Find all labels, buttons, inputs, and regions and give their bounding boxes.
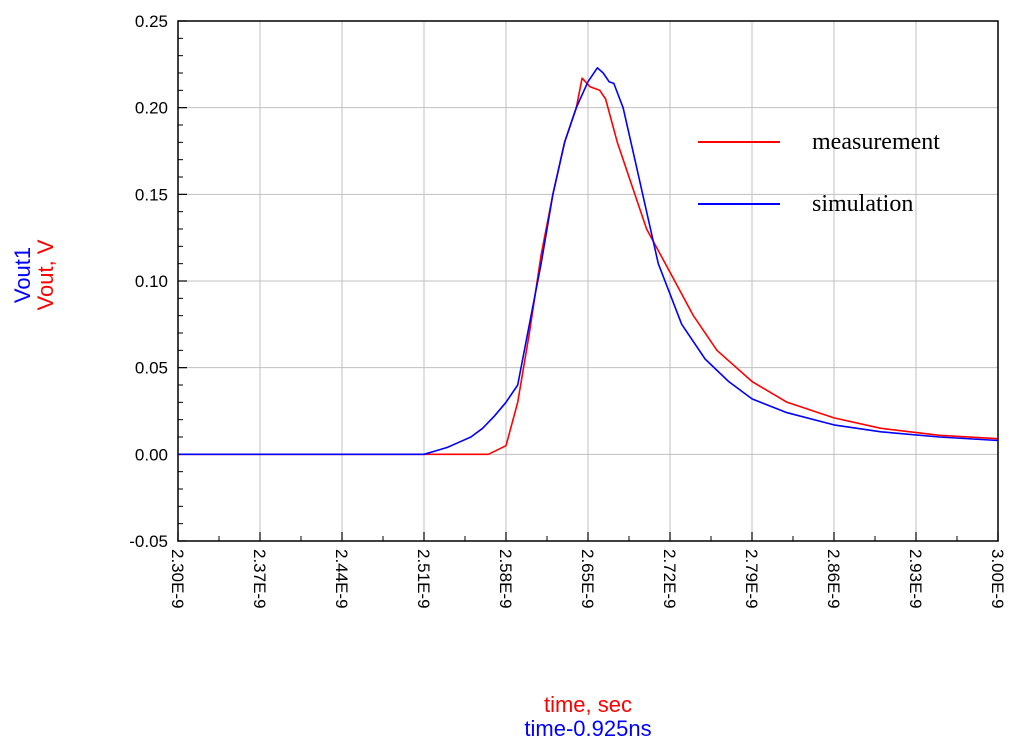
y-tick-label: -0.05 [129,532,168,551]
x-tick-label: 2.51E-9 [414,549,433,609]
plot-frame [177,20,999,542]
grid-lines [178,21,998,541]
y-axis-label-meas: Vout, V [33,239,58,310]
y-tick-labels: -0.05 0.00 0.05 0.10 0.15 0.20 0.25 [129,12,168,551]
y-tick-label: 0.20 [135,99,168,118]
x-tick-labels: 2.30E-9 2.37E-9 2.44E-9 2.51E-9 2.58E-9 2.65E… [168,549,1007,609]
x-tick-label: 2.44E-9 [332,549,351,609]
x-tick-label: 2.30E-9 [168,549,187,609]
legend-label-measurement: measurement [812,129,940,155]
plot-lines [178,67,999,456]
y-tick-label: 0.05 [135,359,168,378]
y-tick-label: 0.25 [135,12,168,31]
legend: measurement simulation [698,129,940,217]
x-tick-label: 2.93E-9 [906,549,925,609]
x-tick-label: 2.37E-9 [250,549,269,609]
y-axis-label-sim: Vout1 [10,247,35,303]
x-tick-label: 2.58E-9 [496,549,515,609]
x-tick-label: 3.00E-9 [988,549,1007,609]
x-tick-label: 2.65E-9 [578,549,597,609]
y-tick-label: 0.10 [135,272,168,291]
x-tick-label: 2.86E-9 [824,549,843,609]
y-tick-label: 0.15 [135,185,168,204]
series-line-simulation [178,67,999,456]
x-axis-label-sim: time-0.925ns [524,716,651,741]
y-tick-label: 0.00 [135,445,168,464]
x-tick-label: 2.79E-9 [742,549,761,609]
legend-label-simulation: simulation [812,191,913,217]
series-line-measurement [178,77,999,456]
minor-ticks [177,20,999,542]
x-tick-label: 2.72E-9 [660,549,679,609]
x-axis-label-meas: time, sec [544,692,632,717]
